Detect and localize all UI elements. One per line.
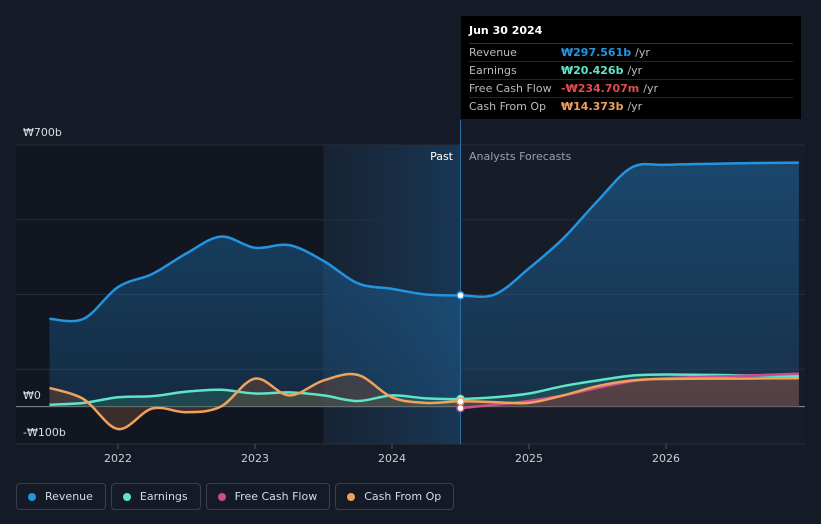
tooltip-row: Free Cash Flow -₩234.707m /yr xyxy=(469,80,793,98)
forecast-label: Analysts Forecasts xyxy=(469,150,572,163)
tooltip-row: Earnings ₩20.426b /yr xyxy=(469,62,793,80)
free-cash-flow-dot-icon xyxy=(217,492,226,501)
tooltip-row-value: ₩297.561b xyxy=(561,46,632,59)
series-markers xyxy=(456,291,465,413)
free-cash-flow-marker xyxy=(456,403,465,413)
cash-from-op-line xyxy=(49,372,799,431)
y-label-zero: ₩0 xyxy=(23,389,41,402)
revenue-area xyxy=(49,162,799,407)
past-label: Past xyxy=(430,150,454,163)
x-tick-label: 2024 xyxy=(378,452,406,465)
tooltip-row-unit: /yr xyxy=(643,82,659,95)
tooltip-row-name: Earnings xyxy=(469,64,517,77)
y-label-top: ₩700b xyxy=(23,126,62,139)
tooltip-row-name: Free Cash Flow xyxy=(469,82,552,95)
revenue-line xyxy=(49,161,799,323)
cash-from-op-marker xyxy=(456,396,465,406)
tooltip-row-unit: /yr xyxy=(627,64,643,77)
x-tick-label: 2022 xyxy=(104,452,132,465)
revenue-marker xyxy=(456,291,465,300)
tooltip-row-value: ₩14.373b xyxy=(561,100,624,113)
tooltip-row: Cash From Op ₩14.373b /yr xyxy=(469,98,793,115)
tooltip-date: Jun 30 2024 xyxy=(469,24,793,44)
tooltip-row-name: Cash From Op xyxy=(469,100,547,113)
legend: Revenue Earnings Free Cash Flow Cash Fro… xyxy=(16,483,455,510)
legend-item-cash-from-op[interactable]: Cash From Op xyxy=(335,483,455,510)
tooltip-row-value: ₩20.426b xyxy=(561,64,624,77)
y-label-bottom: -₩100b xyxy=(23,426,66,439)
cash-from-op-area xyxy=(49,374,799,430)
tooltip-row-value: -₩234.707m xyxy=(561,82,640,95)
revenue-dot-icon xyxy=(28,492,36,501)
legend-label: Earnings xyxy=(139,490,188,503)
legend-item-earnings[interactable]: Earnings xyxy=(110,483,201,510)
tooltip-row-unit: /yr xyxy=(635,46,650,59)
tooltip: Jun 30 2024 Revenue ₩297.561b /yr Earnin… xyxy=(461,16,801,119)
cash-from-op-dot-icon xyxy=(347,492,356,501)
earnings-line xyxy=(49,373,799,407)
legend-item-revenue[interactable]: Revenue xyxy=(16,483,106,510)
legend-label: Revenue xyxy=(45,490,93,503)
tooltip-row: Revenue ₩297.561b /yr xyxy=(469,44,793,62)
legend-item-free-cash-flow[interactable]: Free Cash Flow xyxy=(205,483,331,510)
earnings-dot-icon xyxy=(122,492,131,501)
tooltip-row-unit: /yr xyxy=(627,100,643,113)
legend-label: Cash From Op xyxy=(364,490,442,503)
x-tick-label: 2023 xyxy=(241,452,269,465)
legend-label: Free Cash Flow xyxy=(234,490,318,503)
tooltip-row-name: Revenue xyxy=(469,46,517,59)
x-tick-label: 2025 xyxy=(515,452,543,465)
x-axis-ticks: 2022 2023 2024 2025 2026 xyxy=(104,444,680,465)
series-lines xyxy=(49,161,799,431)
x-tick-label: 2026 xyxy=(652,452,680,465)
